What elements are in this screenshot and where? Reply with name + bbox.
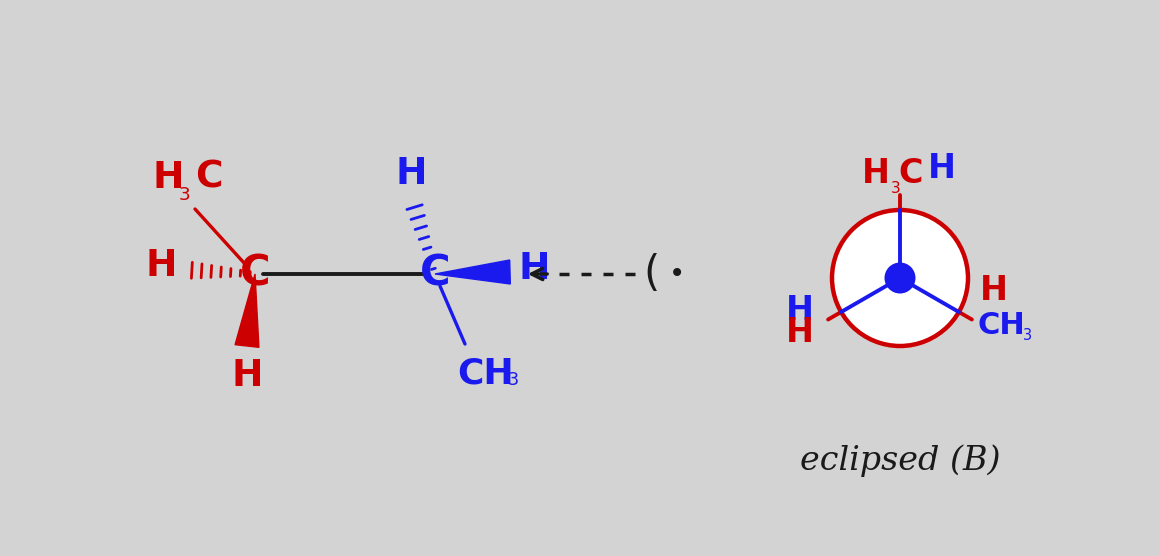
Text: H: H (232, 358, 263, 394)
Text: $_3$: $_3$ (890, 176, 901, 196)
Text: H: H (862, 157, 890, 190)
Text: C: C (195, 160, 223, 196)
Text: $_3$: $_3$ (178, 176, 190, 202)
Polygon shape (435, 260, 510, 284)
Text: CH: CH (457, 356, 513, 390)
Text: H: H (518, 251, 549, 287)
Text: H: H (786, 316, 814, 350)
Text: H: H (786, 295, 814, 327)
Polygon shape (235, 274, 258, 348)
Text: C: C (420, 253, 451, 295)
Text: H: H (979, 274, 1007, 307)
Text: C: C (240, 253, 270, 295)
Text: H: H (152, 160, 183, 196)
Text: eclipsed (B): eclipsed (B) (800, 445, 1000, 478)
Text: H: H (928, 152, 956, 185)
Text: •: • (669, 260, 685, 288)
Text: H: H (146, 248, 177, 284)
Text: CH: CH (977, 311, 1026, 340)
Circle shape (832, 210, 968, 346)
Text: H: H (395, 156, 427, 192)
Text: $_3$: $_3$ (1022, 323, 1033, 343)
Text: $_3$: $_3$ (506, 364, 519, 388)
Text: C: C (898, 157, 923, 190)
Text: (: ( (643, 253, 659, 295)
Circle shape (884, 262, 916, 294)
